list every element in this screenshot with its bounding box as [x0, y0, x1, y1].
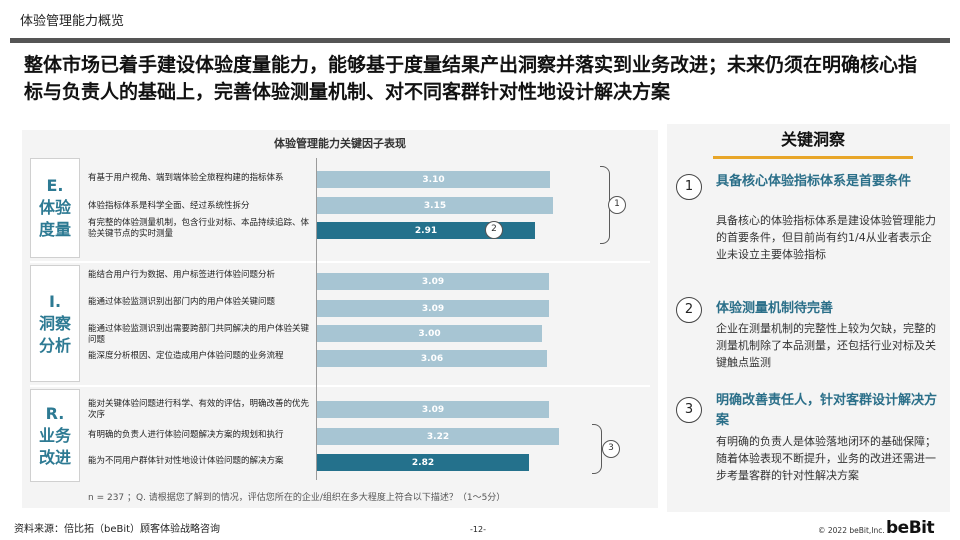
source-note: 资料来源：倍比拓（beBit）顾客体验战略咨询 [14, 524, 221, 535]
insight-panel [667, 124, 950, 512]
insight-1-body: 具备核心的体验指标体系是建设体验管理能力的首要条件，但目前尚有约1/4从业者表示… [716, 214, 936, 261]
bar-value-label: 3.09 [421, 404, 445, 415]
group-r-business-improvement: R. 业务 改进 [30, 389, 80, 482]
row-label: 能为不同用户群体针对性地设计体验问题的解决方案 [88, 456, 284, 466]
page-title: 体验管理能力概览 [20, 14, 125, 29]
group-name-line1: 洞察 [38, 313, 71, 333]
row-label: 能通过体验监测识别出需要跨部门共同解决的用户体验关键问题 [88, 324, 310, 345]
bar: 3.15 [317, 197, 553, 214]
bar-value-label: 2.91 [414, 225, 438, 236]
bar: 2.82 [317, 454, 529, 471]
bracket-1-label: 1 [608, 196, 626, 214]
bar: 3.22 [317, 428, 559, 445]
title-rule [10, 38, 950, 43]
bar: 3.00 [317, 325, 542, 342]
chart-footnote: n = 237 ；Q. 请根据您了解到的情况，评估您所在的企业/组织在多大程度上… [88, 493, 506, 503]
group-letter: I. [48, 291, 62, 311]
chart-panel [22, 130, 658, 508]
insight-2-number: 2 [676, 297, 702, 323]
bracket-3 [592, 424, 602, 474]
row-label: 有基于用户视角、端到端体验全旅程构建的指标体系 [88, 173, 284, 183]
row-label: 能深度分析根因、定位造成用户体验问题的业务流程 [88, 351, 284, 361]
copyright: © 2022 beBit,Inc. [818, 526, 885, 535]
group-name-line1: 体验 [38, 198, 71, 217]
page-number: -12- [470, 525, 486, 534]
group-letter: E. [46, 176, 64, 195]
bar: 3.09 [317, 273, 549, 290]
bar: 3.09 [317, 300, 549, 317]
row-label: 能通过体验监测识别出部门内的用户体验关键问题 [88, 297, 276, 307]
bar-axis [316, 158, 317, 480]
row-label: 能结合用户行为数据、用户标签进行体验问题分析 [88, 270, 276, 280]
row-label: 体验指标体系是科学全面、经过系统性拆分 [88, 201, 250, 211]
headline: 整体市场已着手建设体验度量能力，能够基于度量结果产出洞察并落实到业务改进；未来仍… [24, 54, 918, 103]
group-letter: R. [45, 403, 65, 423]
insight-2-heading: 体验测量机制待完善 [716, 301, 834, 316]
bar-value-label: 3.10 [422, 174, 445, 185]
bar-value-label: 3.06 [420, 353, 444, 364]
row-label: 有完整的体验测量机制，包含行业对标、本品持续追踪、体验关键节点的实时测量 [88, 218, 310, 239]
bar-value-label: 3.09 [421, 276, 445, 287]
insight-3-body: 有明确的负责人是体验落地闭环的基础保障；随着体验表现不断提升，业务的改进还需进一… [716, 435, 936, 482]
row-label: 能对关键体验问题进行科学、有效的评估，明确改善的优先次序 [88, 399, 310, 420]
insight-2-body: 企业在测量机制的完整性上较为欠缺，完整的测量机制除了本品测量，还包括行业对标及关… [716, 322, 936, 369]
insight-3-number: 3 [676, 397, 702, 423]
bar: 3.09 [317, 401, 549, 418]
group-name-line2: 分析 [38, 335, 71, 355]
group-separator [30, 261, 650, 263]
bar: 2.91 [317, 222, 535, 239]
insight-title: 关键洞察 [713, 126, 913, 159]
group-name-line2: 改进 [38, 447, 71, 467]
callout-2-label: 2 [485, 221, 503, 239]
bracket-3-label: 3 [602, 440, 620, 458]
group-name-line2: 度量 [38, 220, 71, 239]
bar-value-label: 3.00 [418, 328, 441, 339]
insight-3-heading: 明确改善责任人，针对客群设计解决方案 [716, 393, 938, 428]
insight-1-heading: 具备核心体验指标体系是首要条件 [716, 174, 912, 189]
group-name-line1: 业务 [38, 425, 71, 445]
row-label: 有明确的负责人进行体验问题解决方案的规划和执行 [88, 430, 284, 440]
bar: 3.10 [317, 171, 550, 188]
group-e-experience-measurement: E. 体验 度量 [30, 158, 80, 258]
chart-title: 体验管理能力关键因子表现 [274, 137, 406, 150]
group-i-insight-analysis: I. 洞察 分析 [30, 265, 80, 382]
bar-value-label: 3.15 [423, 200, 447, 211]
bebit-logo: beBit [886, 518, 935, 538]
group-separator [30, 385, 650, 387]
bar-value-label: 3.09 [421, 303, 445, 314]
bar-value-label: 2.82 [411, 457, 435, 468]
bar: 3.06 [317, 350, 547, 367]
insight-1-number: 1 [676, 174, 702, 200]
bar-value-label: 3.22 [426, 431, 450, 442]
